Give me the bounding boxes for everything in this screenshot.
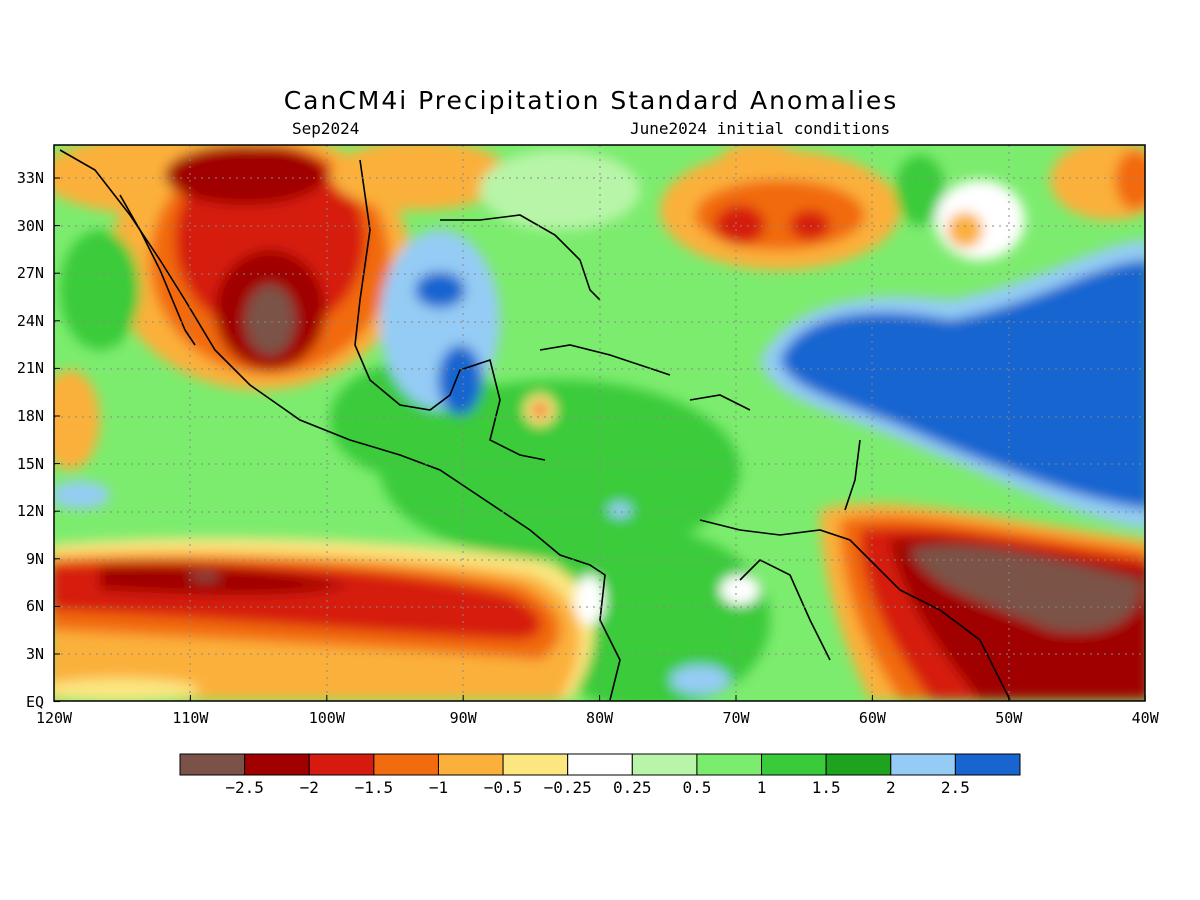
initial-conditions: June2024 initial conditions: [630, 119, 891, 138]
colorbar-swatch: [244, 753, 310, 776]
colorbar-swatch: [502, 753, 569, 776]
colorbar-swatch: [954, 753, 1021, 776]
colorbar-swatch: [696, 753, 763, 776]
colorbar-swatch: [890, 753, 956, 776]
colorbar-swatch: [567, 753, 633, 776]
colorbar-label: −1.5: [354, 778, 394, 797]
colorbar-label: 1: [756, 778, 767, 797]
colorbar-label: −2: [299, 778, 319, 797]
colorbar-swatch: [437, 753, 504, 776]
colorbar-swatch: [179, 753, 246, 776]
latitude-label: 33N: [16, 169, 44, 187]
coastlines: [59, 149, 1011, 701]
longitude-label: 120W: [35, 709, 73, 727]
longitude-label: 40W: [1131, 709, 1159, 727]
latitude-label: 6N: [25, 597, 44, 616]
latitude-label: 21N: [16, 359, 44, 378]
longitude-label: 110W: [172, 709, 209, 727]
colorbar-swatch: [761, 753, 827, 776]
colorbar-label: 0.25: [613, 778, 652, 797]
latitude-label: 30N: [16, 216, 44, 235]
colorbar-label: 2: [885, 778, 896, 797]
latitude-label: 18N: [16, 407, 44, 425]
longitude-label: 70W: [722, 709, 750, 727]
latitude-label: 15N: [16, 454, 44, 473]
colorbar-label: −0.5: [483, 778, 523, 797]
longitude-label: 50W: [995, 709, 1023, 727]
colorbar-label: −0.25: [543, 778, 592, 797]
latitude-label: EQ: [25, 692, 44, 711]
longitude-label: 90W: [449, 709, 477, 727]
grid: [54, 145, 1145, 701]
latitude-label: 3N: [25, 645, 44, 663]
latitude-label: 9N: [25, 549, 44, 568]
latitude-label: 24N: [16, 311, 44, 330]
forecast-month: Sep2024: [292, 119, 360, 138]
colorbar: [179, 753, 1021, 776]
colorbar-swatch: [825, 753, 892, 776]
latitude-label: 27N: [16, 264, 44, 283]
colorbar-label: 0.5: [682, 778, 712, 797]
anomaly-field: [54, 145, 1145, 701]
longitude-label: 80W: [586, 709, 614, 727]
map-title: CanCM4i Precipitation Standard Anomalies: [283, 86, 899, 115]
latitude-label: 12N: [16, 502, 44, 521]
colorbar-label: −1: [428, 778, 449, 797]
longitude-label: 100W: [308, 709, 345, 727]
colorbar-swatch: [373, 753, 439, 776]
longitude-label: 60W: [858, 709, 886, 727]
axis-ticks: [53, 177, 1146, 703]
colorbar-label: 2.5: [940, 778, 970, 797]
colorbar-swatch: [308, 753, 375, 776]
colorbar-swatch: [631, 753, 698, 776]
colorbar-label: −2.5: [225, 778, 264, 797]
colorbar-label: 1.5: [811, 778, 841, 797]
